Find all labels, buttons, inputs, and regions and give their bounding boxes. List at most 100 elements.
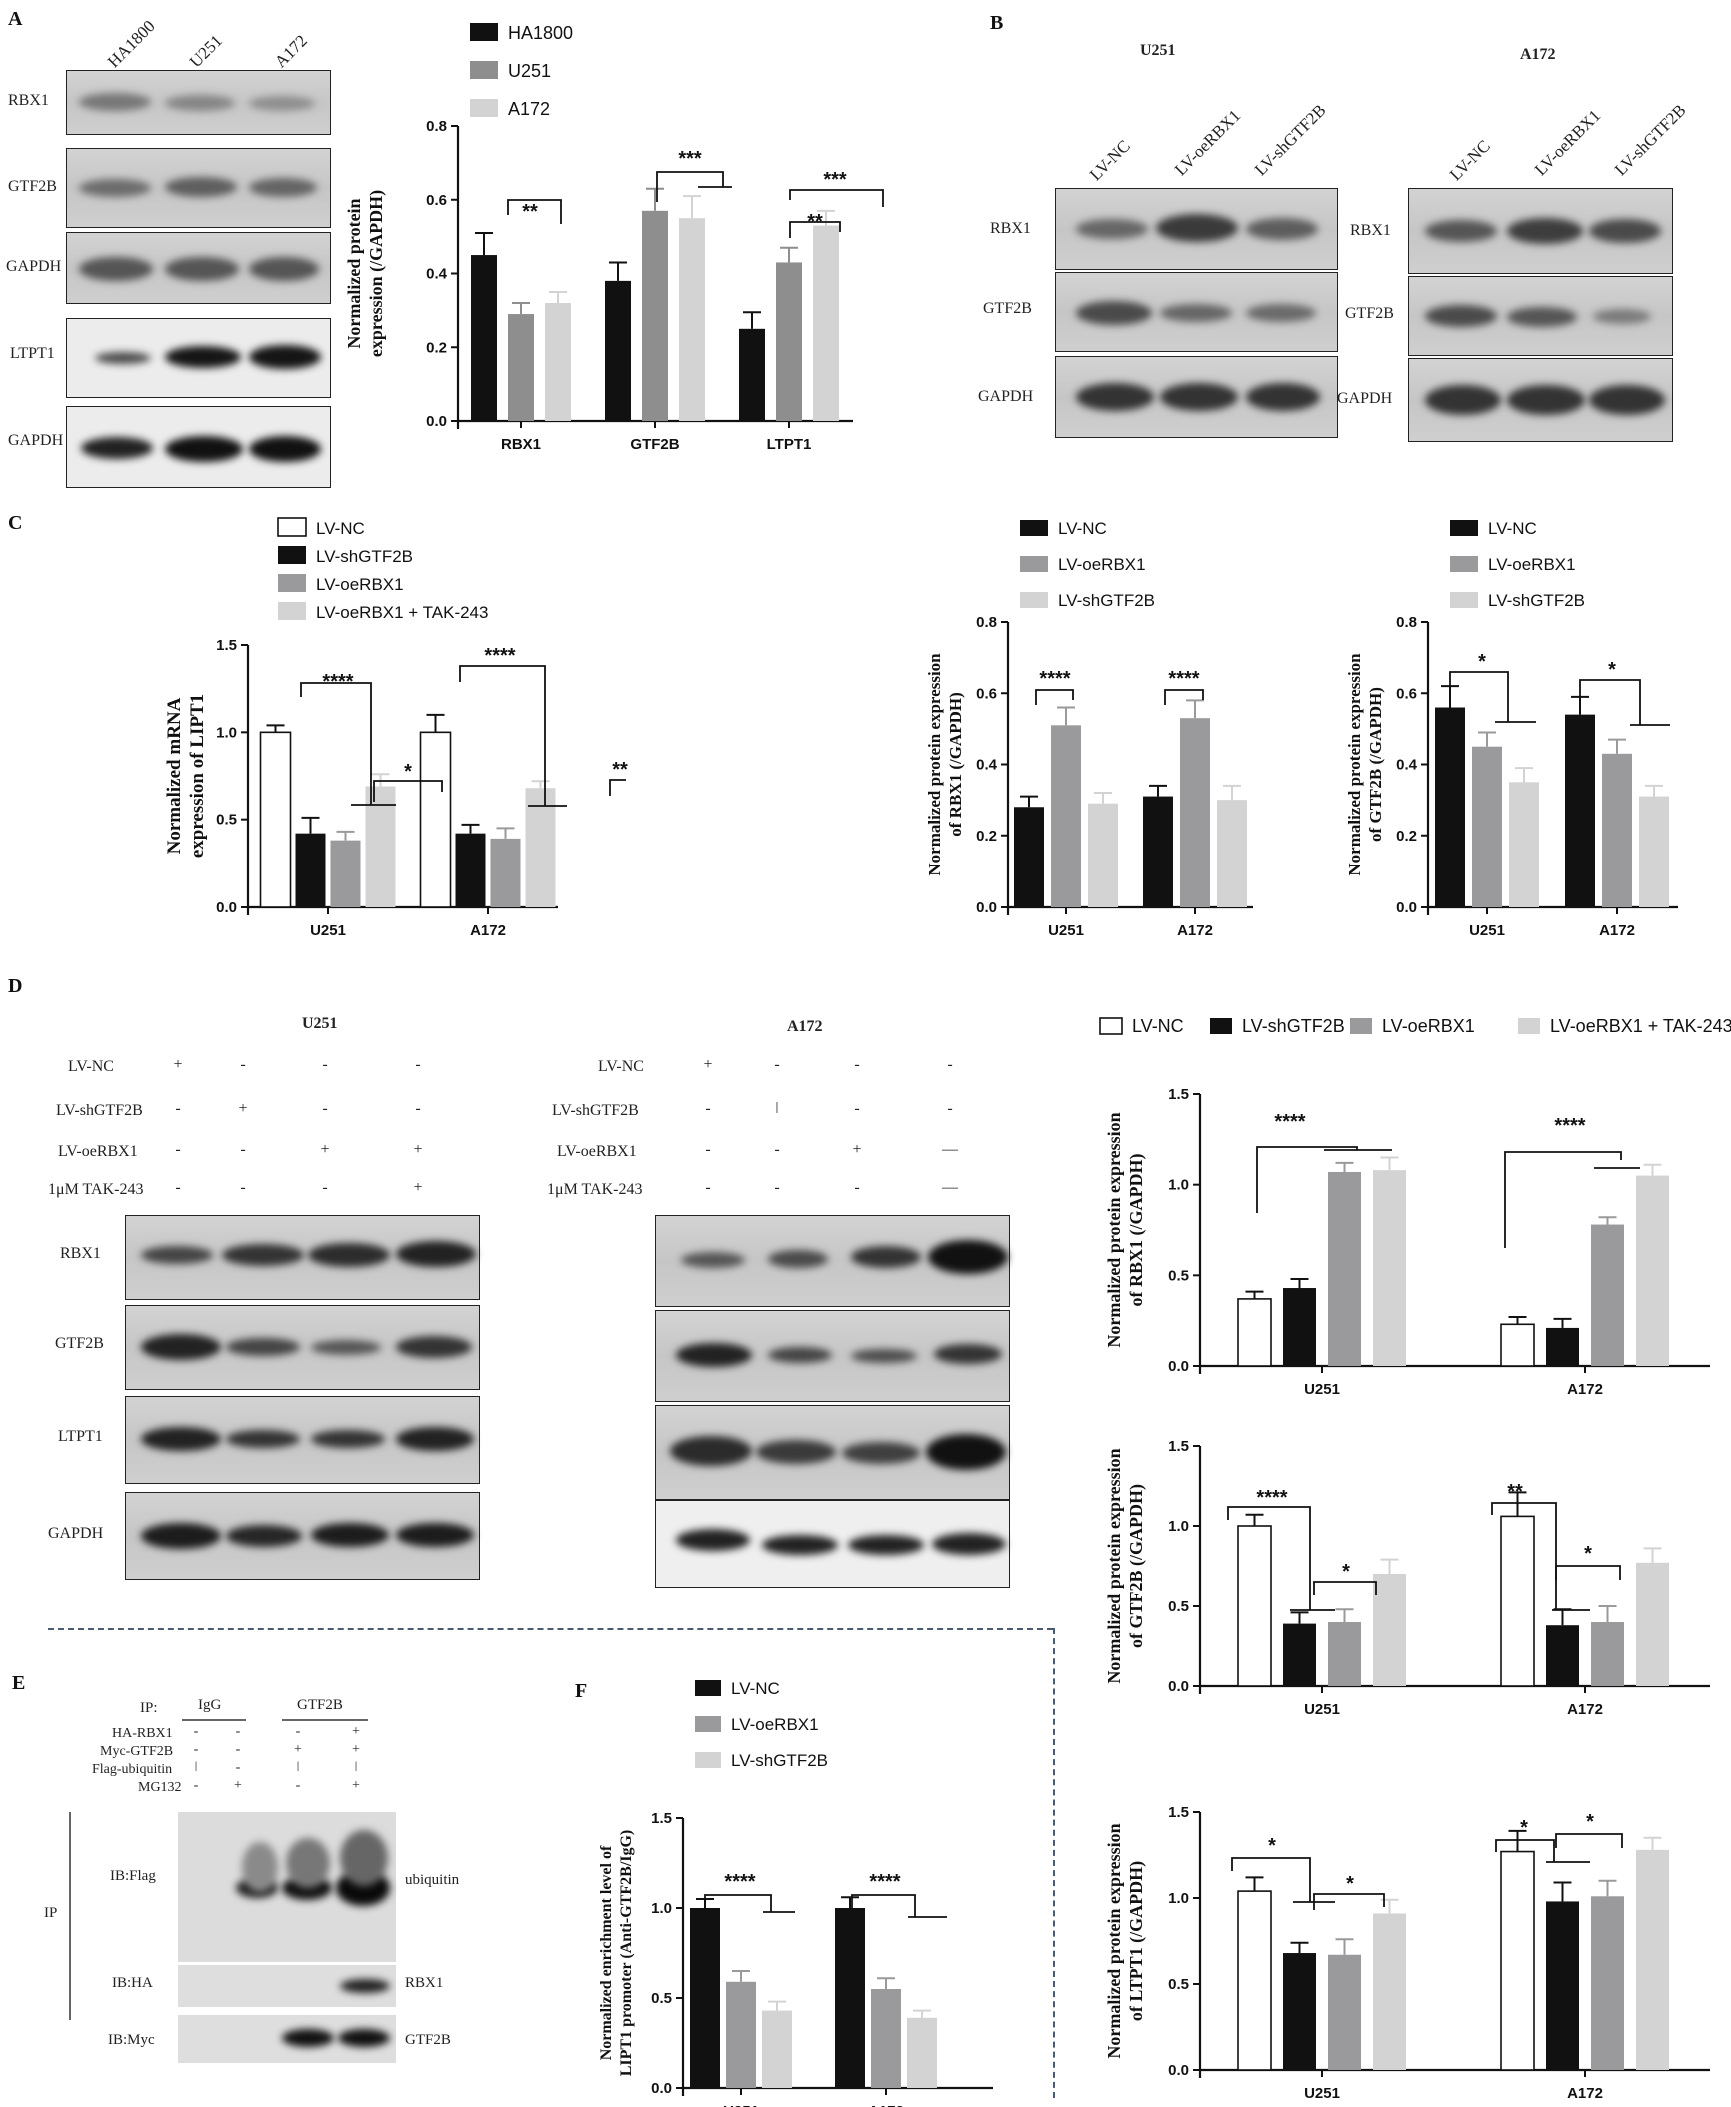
bar [1237, 1525, 1272, 1687]
blot-e-ip-group-igg: IgG [198, 1697, 222, 1713]
condition-sign: - [240, 1056, 246, 1073]
legend-swatch [1210, 1018, 1232, 1034]
x-tick-label: A172 [1567, 1381, 1603, 1398]
y-tick-label: 0.6 [426, 192, 447, 209]
legend-label: LV-oeRBX1 + TAK-243 [316, 603, 488, 622]
blot-e-side-label: IP [44, 1905, 58, 1921]
y-tick-label: 1.5 [1168, 1804, 1189, 1821]
legend-swatch [470, 23, 498, 41]
blot-b-row-label: RBX1 [1350, 222, 1391, 239]
chart-d-gtf2b: 0.0 0.5 1.0 1.5 Normalized protein expressio… [1104, 1438, 1710, 1718]
significance-label: **** [484, 645, 515, 667]
y-axis-label: Normalized protein expression of GTF2B (/… [1345, 653, 1385, 876]
significance-label: **** [724, 1871, 755, 1893]
bar [419, 731, 452, 908]
blot-b-u251-rbx1 [1055, 188, 1338, 270]
condition-sign: + [413, 1179, 423, 1196]
bar [1500, 1515, 1535, 1687]
significance-label: ** [807, 211, 823, 233]
chart-d-ltpt1: 0.0 0.5 1.0 1.5 Normalized protein expressio… [1104, 1804, 1710, 2102]
y-tick-label: 0.0 [1168, 1358, 1189, 1375]
condition-sign: + [352, 1778, 360, 1793]
blot-e-ib-myc [178, 2015, 396, 2063]
legend-swatch [1020, 520, 1048, 536]
x-tick-label: U251 [1304, 1381, 1340, 1398]
significance-label: **** [1554, 1115, 1585, 1137]
significance-label: * [404, 761, 412, 783]
condition-sign: - [774, 1141, 780, 1158]
blot-e-ib-label: IB:Myc [108, 2032, 155, 2048]
blot-e-condition-label: MG132 [138, 1780, 182, 1795]
significance-label: * [1608, 659, 1616, 681]
condition-sign: + [352, 1742, 360, 1757]
blot-a-membrane-gapdh [66, 232, 331, 304]
x-tick-label: A172 [868, 2103, 904, 2107]
condition-sign: ǀ [775, 1100, 779, 1117]
blot-a-row-label: GAPDH [8, 432, 64, 449]
y-tick-label: 0.0 [1396, 899, 1417, 916]
y-tick-label: 0.8 [426, 118, 447, 135]
legend-label: LV-oeRBX1 [1058, 555, 1146, 574]
bar [330, 840, 361, 907]
blot-a-lane-label: HA1800 [103, 16, 159, 72]
bar [1283, 1623, 1316, 1686]
blot-d-u251-gapdh [125, 1492, 480, 1580]
panel-letter-b: B [990, 12, 1004, 34]
bar [490, 838, 521, 907]
y-tick-label: 0.6 [1396, 685, 1417, 702]
condition-sign: - [854, 1179, 860, 1196]
blot-b-row-label: GTF2B [1345, 305, 1394, 322]
bar [259, 731, 292, 908]
y-tick-label: 0.4 [426, 266, 448, 283]
bar [1500, 1850, 1535, 2071]
bar [726, 1981, 756, 2088]
bar [776, 262, 802, 421]
blot-e-condition-label: HA-RBX1 [112, 1726, 173, 1741]
bar [1328, 1171, 1361, 1366]
blot-a-membrane-gtf2b [66, 148, 331, 228]
panel-letter-f: F [575, 1680, 588, 1702]
legend-swatch [1020, 592, 1048, 608]
blot-e-ib-flag [178, 1812, 396, 1962]
y-tick-label: 1.5 [216, 637, 237, 654]
bar [1180, 718, 1210, 907]
bar [1051, 725, 1081, 907]
bar [1217, 800, 1247, 907]
bar [1591, 1622, 1624, 1686]
x-tick-label: GTF2B [630, 436, 679, 453]
condition-sign: + [173, 1056, 183, 1073]
condition-sign: + [234, 1778, 242, 1793]
blot-d-a172-ltpt1 [655, 1405, 1010, 1500]
significance-bracket [1579, 679, 1641, 725]
bar [679, 218, 705, 421]
bar [1283, 1288, 1316, 1366]
blot-d-condition-label: LV-oeRBX1 [58, 1143, 138, 1160]
blot-e-target-label: RBX1 [405, 1975, 444, 1991]
bar [1636, 1175, 1669, 1366]
bar [1014, 807, 1044, 907]
condition-sign: - [774, 1179, 780, 1196]
y-tick-label: 0.0 [426, 413, 447, 430]
bar [739, 328, 765, 421]
legend-label: LV-shGTF2B [731, 1751, 828, 1770]
significance-bracket [609, 779, 626, 796]
condition-sign: - [193, 1724, 199, 1739]
panel-letter-a: A [8, 8, 23, 30]
bar [1546, 1901, 1579, 2070]
bar [1546, 1625, 1579, 1686]
y-tick-label: 0.0 [976, 899, 997, 916]
legend-swatch [1450, 556, 1478, 572]
significance-label: ** [1507, 1481, 1523, 1503]
blot-a-lane-label: A172 [270, 31, 312, 72]
legend-label: A172 [508, 99, 550, 119]
significance-label: * [1342, 1561, 1350, 1583]
legend-label: LV-shGTF2B [1058, 591, 1155, 610]
legend-swatch [695, 1752, 721, 1768]
bar [1373, 1913, 1406, 2070]
significance-label: **** [1274, 1111, 1305, 1133]
blot-e-ib-label: IB:HA [112, 1975, 153, 1991]
condition-sign: - [415, 1056, 421, 1073]
bar [1509, 782, 1539, 907]
condition-sign: — [942, 1141, 958, 1158]
blot-d-condition-label: LV-oeRBX1 [557, 1143, 637, 1160]
